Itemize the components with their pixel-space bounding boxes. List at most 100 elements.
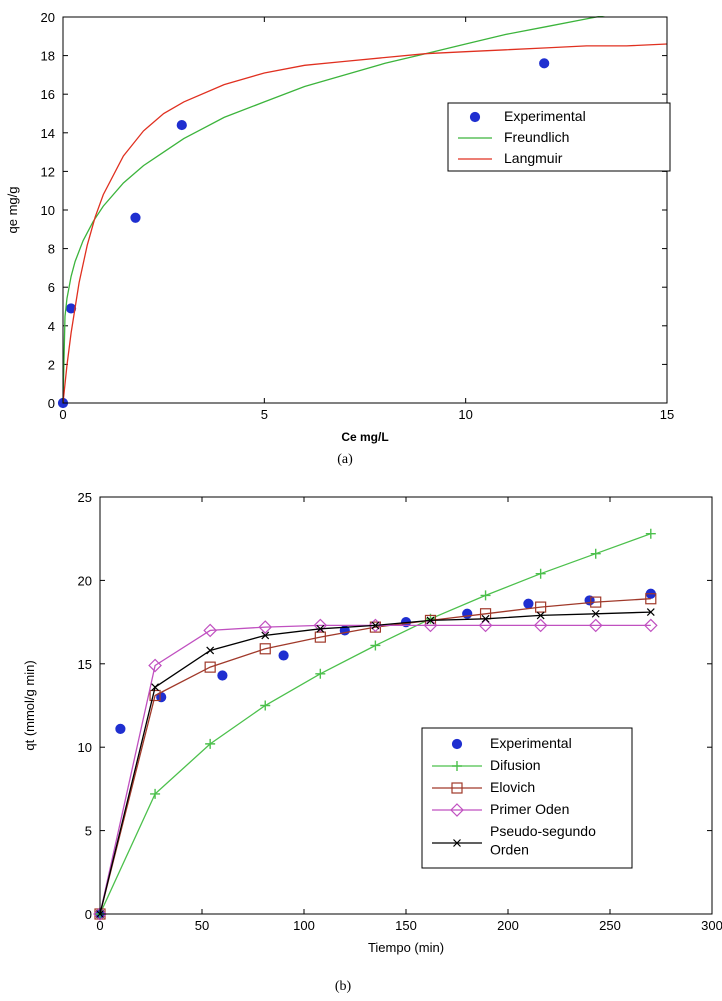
legend-item-experimental: Experimental bbox=[451, 735, 572, 751]
x-tick-label: 150 bbox=[395, 918, 417, 933]
chart-kinetics: 0 50 100 150 200 250 300 0 5 10 15 20 25 Tiempo (min… bbox=[22, 490, 722, 994]
pseudo-segundo-orden-point bbox=[261, 631, 270, 640]
pseudo-segundo-orden-point bbox=[316, 624, 325, 633]
legend-item-elovich: Elovich bbox=[432, 779, 535, 795]
primer-oden-point bbox=[258, 620, 273, 634]
legend-item-langmuir: Langmuir bbox=[458, 150, 563, 166]
legend-item-difusion: Difusion bbox=[432, 757, 541, 773]
x-tick-label: 10 bbox=[458, 407, 472, 422]
legend-item-experimental: Experimental bbox=[469, 108, 586, 124]
elovich-point bbox=[204, 661, 216, 673]
difusion-point bbox=[535, 568, 546, 579]
experimental-point bbox=[130, 212, 141, 223]
pseudo-segundo-orden-point bbox=[536, 611, 545, 620]
pseudo-segundo-orden-point bbox=[371, 621, 380, 630]
experimental-point bbox=[176, 119, 187, 131]
x-tick-label: 250 bbox=[599, 918, 621, 933]
chart-b-series bbox=[93, 528, 658, 921]
chart-b-x-axis-label: Tiempo (min) bbox=[368, 940, 444, 955]
legend-label: Difusion bbox=[490, 757, 541, 773]
x-tick-label: 5 bbox=[261, 407, 268, 422]
difusion-point bbox=[590, 548, 601, 559]
experimental-point bbox=[217, 670, 228, 681]
x-tick-label: 0 bbox=[96, 918, 103, 933]
difusion-point bbox=[260, 700, 271, 711]
y-tick-label: 20 bbox=[78, 573, 92, 588]
legend-label: Freundlich bbox=[504, 129, 569, 145]
series-freundlich bbox=[62, 16, 606, 404]
chart-b-ticks: 0 50 100 150 200 250 300 0 5 10 15 20 25 bbox=[78, 490, 722, 933]
pseudo-segundo-orden-point bbox=[151, 683, 160, 692]
experimental-point bbox=[115, 723, 126, 734]
legend-sample-marker bbox=[450, 803, 464, 817]
experimental-point bbox=[523, 598, 534, 609]
difusion-point bbox=[150, 788, 161, 799]
chart-a-series bbox=[57, 16, 668, 409]
primer-oden-point bbox=[588, 618, 603, 633]
series-elovich bbox=[94, 593, 657, 920]
primer-oden-point bbox=[533, 618, 548, 633]
legend-sample-marker bbox=[453, 839, 461, 847]
primer-oden-point bbox=[148, 658, 162, 673]
elovich-point bbox=[259, 643, 271, 655]
chart-b-axes-frame bbox=[99, 496, 713, 915]
chart-a-ticks: 0 5 10 15 0 2 4 6 8 10 12 14 16 18 20 bbox=[41, 10, 675, 422]
y-tick-label: 16 bbox=[41, 87, 55, 102]
y-tick-label: 14 bbox=[41, 126, 55, 141]
elovich-point bbox=[590, 596, 602, 608]
freundlich-line bbox=[62, 16, 606, 404]
legend-label: Experimental bbox=[490, 735, 572, 751]
pseudo-segundo-orden-point bbox=[206, 646, 215, 655]
series-difusion bbox=[95, 528, 656, 919]
x-tick-label: 15 bbox=[660, 407, 674, 422]
y-tick-label: 25 bbox=[78, 490, 92, 505]
chart-b-y-axis-label: qt (mmol/g min) bbox=[22, 660, 37, 750]
pseudo-segundo-orden-point bbox=[426, 616, 435, 625]
y-tick-label: 8 bbox=[48, 242, 55, 257]
primer-oden-point bbox=[478, 618, 493, 633]
legend-label: Orden bbox=[490, 842, 529, 858]
y-tick-label: 12 bbox=[41, 164, 55, 179]
difusion-point bbox=[480, 590, 491, 601]
legend-label: Experimental bbox=[504, 108, 586, 124]
series-langmuir bbox=[62, 43, 668, 404]
y-tick-label: 20 bbox=[41, 10, 55, 25]
primer-oden-point bbox=[423, 618, 438, 633]
primer-oden-point bbox=[368, 618, 383, 633]
primer-oden-point bbox=[203, 623, 218, 638]
y-tick-label: 10 bbox=[78, 740, 92, 755]
y-tick-label: 0 bbox=[85, 907, 92, 922]
difusion-point bbox=[645, 528, 656, 539]
legend-label: Pseudo-segundo bbox=[490, 823, 596, 839]
difusion-point bbox=[205, 738, 216, 749]
y-tick-label: 4 bbox=[48, 319, 55, 334]
y-tick-label: 5 bbox=[85, 824, 92, 839]
chart-a-x-axis-label: Ce mg/L bbox=[341, 430, 388, 444]
difusion-point bbox=[315, 668, 326, 679]
legend-label: Primer Oden bbox=[490, 801, 569, 817]
legend-sample-marker bbox=[452, 761, 462, 771]
y-tick-label: 2 bbox=[48, 357, 55, 372]
legend-label: Langmuir bbox=[504, 150, 563, 166]
legend-label: Elovich bbox=[490, 779, 535, 795]
chart-a-axes-frame bbox=[62, 16, 668, 404]
chart-a-legend: Experimental Freundlich Langmuir bbox=[447, 102, 671, 172]
legend-sample-marker bbox=[469, 111, 481, 123]
x-tick-label: 300 bbox=[701, 918, 722, 933]
legend-box bbox=[421, 727, 633, 869]
legend-item-freundlich: Freundlich bbox=[458, 129, 569, 145]
elovich-point bbox=[149, 689, 161, 702]
x-tick-label: 0 bbox=[59, 407, 66, 422]
legend-sample-marker bbox=[451, 738, 463, 750]
chart-b-caption: (b) bbox=[335, 979, 352, 994]
chart-a-y-axis-label: qe mg/g bbox=[5, 187, 20, 234]
y-tick-label: 0 bbox=[48, 396, 55, 411]
x-tick-label: 100 bbox=[293, 918, 315, 933]
x-tick-label: 200 bbox=[497, 918, 519, 933]
pseudo-segundo-orden-point bbox=[591, 609, 600, 618]
primer-oden-point bbox=[643, 618, 658, 633]
elovich-point bbox=[645, 593, 657, 605]
legend-box bbox=[447, 102, 671, 172]
y-tick-label: 18 bbox=[41, 49, 55, 64]
chart-b-legend: Experimental Difusion Elovich Primer Oden Ps… bbox=[421, 727, 633, 869]
